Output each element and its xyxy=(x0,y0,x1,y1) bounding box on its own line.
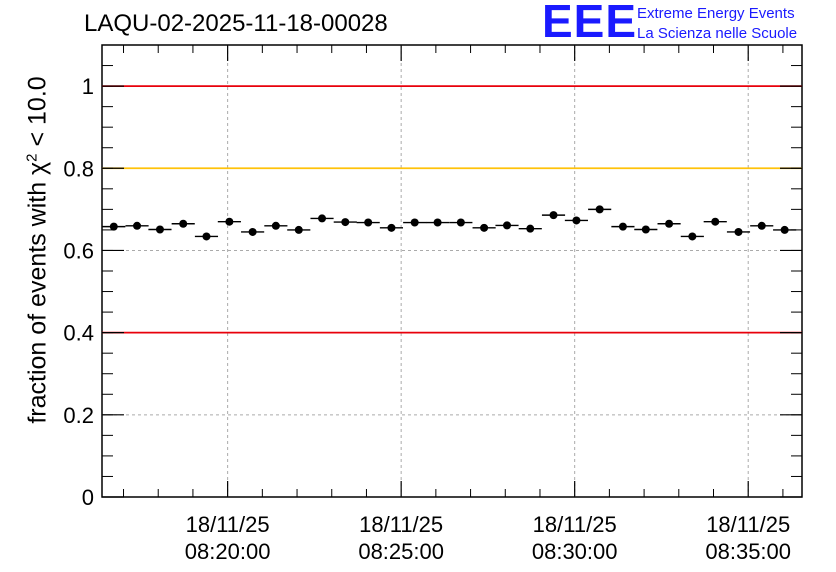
logo-tagline-2: La Scienza nelle Scuole xyxy=(637,25,798,42)
data-point xyxy=(618,222,627,231)
logo-tagline-1: Extreme Energy Events xyxy=(637,5,795,22)
chart-title: LAQU-02-2025-11-18-00028 xyxy=(84,10,388,37)
data-point xyxy=(387,223,396,232)
data-point xyxy=(711,217,720,226)
data-point xyxy=(549,211,558,220)
data-point xyxy=(410,218,419,227)
data-point xyxy=(179,219,188,228)
x-tick-label-date: 18/11/25 xyxy=(706,512,790,537)
y-tick-label: 1 xyxy=(82,74,94,99)
x-tick-label-time: 08:25:00 xyxy=(358,539,444,564)
y-tick-label: 0.6 xyxy=(63,238,94,263)
data-point xyxy=(780,225,789,234)
data-points xyxy=(102,205,797,241)
x-tick-label-time: 08:30:00 xyxy=(532,539,618,564)
x-tick-label-time: 08:20:00 xyxy=(185,539,271,564)
reference-lines xyxy=(102,85,802,334)
x-tick-label-date: 18/11/25 xyxy=(359,512,443,537)
data-point xyxy=(641,225,650,234)
data-point xyxy=(688,232,697,241)
data-point xyxy=(318,214,327,223)
x-tick-label-date: 18/11/25 xyxy=(186,512,270,537)
data-point xyxy=(294,225,303,234)
data-point xyxy=(225,217,234,226)
data-point xyxy=(202,232,211,241)
data-point xyxy=(665,219,674,228)
x-tick-label-date: 18/11/25 xyxy=(533,512,617,537)
data-point xyxy=(757,221,766,230)
data-point xyxy=(109,222,118,231)
data-point xyxy=(456,218,465,227)
eee-logo-mark: EEE xyxy=(542,0,638,47)
data-point xyxy=(133,221,142,230)
y-tick-label: 0 xyxy=(82,485,94,510)
y-tick-label: 0.4 xyxy=(63,321,94,346)
data-point xyxy=(341,218,350,227)
y-tick-label: 0.2 xyxy=(63,403,94,428)
data-point xyxy=(734,227,743,236)
data-point xyxy=(503,221,512,230)
data-point xyxy=(526,224,535,233)
data-point xyxy=(480,223,489,232)
data-point xyxy=(271,221,280,230)
data-point xyxy=(155,225,164,234)
plot-frame xyxy=(101,44,803,498)
grid-lines xyxy=(102,45,802,497)
data-point xyxy=(595,205,604,214)
data-point xyxy=(364,218,373,227)
data-point xyxy=(572,216,581,225)
data-point xyxy=(433,218,442,227)
data-point xyxy=(248,227,257,236)
eee-logo: EEE Extreme Energy Events La Scienza nel… xyxy=(542,0,836,47)
y-tick-label: 0.8 xyxy=(63,156,94,181)
axes: 00.20.40.60.8118/11/2508:20:0018/11/2508… xyxy=(63,44,802,564)
x-tick-label-time: 08:35:00 xyxy=(705,539,791,564)
